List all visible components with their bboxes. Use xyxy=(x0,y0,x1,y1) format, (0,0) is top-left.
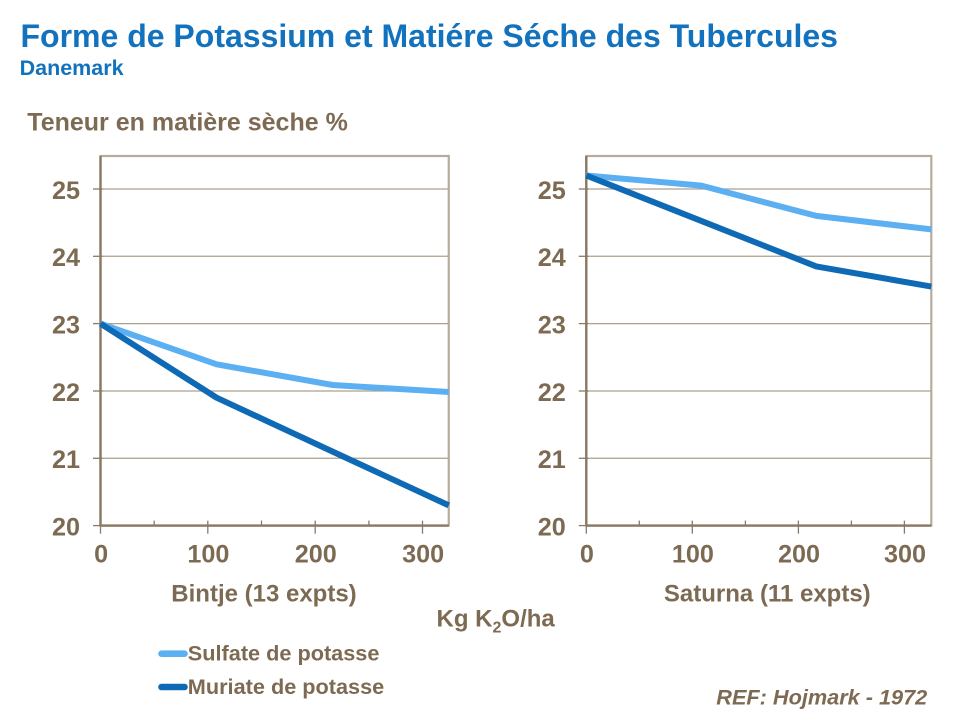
svg-text:22: 22 xyxy=(52,379,80,407)
svg-text:25: 25 xyxy=(52,177,80,205)
svg-text:0: 0 xyxy=(580,541,594,569)
svg-text:Danemark: Danemark xyxy=(20,56,124,80)
svg-text:Teneur en matière sèche %: Teneur en matière sèche % xyxy=(27,108,348,136)
svg-text:23: 23 xyxy=(52,312,80,340)
svg-text:22: 22 xyxy=(538,379,566,407)
svg-text:23: 23 xyxy=(538,312,566,340)
svg-text:300: 300 xyxy=(402,541,444,569)
svg-text:REF: Hojmark - 1972: REF: Hojmark - 1972 xyxy=(716,684,927,709)
svg-text:Muriate de potasse: Muriate de potasse xyxy=(188,674,384,699)
svg-text:20: 20 xyxy=(538,514,566,542)
svg-text:Saturna (11 expts): Saturna (11 expts) xyxy=(664,580,871,607)
svg-text:21: 21 xyxy=(52,446,80,474)
svg-text:Forme de Potassium et Matiére: Forme de Potassium et Matiére Séche des … xyxy=(21,18,838,54)
svg-text:Sulfate de potasse: Sulfate de potasse xyxy=(188,641,380,666)
svg-text:Bintje (13 expts): Bintje (13 expts) xyxy=(171,580,356,607)
svg-text:200: 200 xyxy=(778,541,820,569)
svg-text:100: 100 xyxy=(187,541,229,569)
svg-text:21: 21 xyxy=(538,446,566,474)
svg-text:0: 0 xyxy=(94,541,108,569)
svg-text:24: 24 xyxy=(52,244,80,272)
svg-text:24: 24 xyxy=(538,244,566,272)
svg-text:25: 25 xyxy=(538,177,566,205)
svg-text:100: 100 xyxy=(672,541,714,569)
svg-text:20: 20 xyxy=(52,514,80,542)
svg-text:300: 300 xyxy=(884,541,926,569)
svg-text:200: 200 xyxy=(295,541,337,569)
